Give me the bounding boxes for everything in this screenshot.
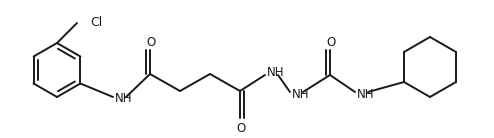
Text: O: O — [327, 35, 335, 48]
Text: Cl: Cl — [90, 15, 102, 29]
Text: NH: NH — [357, 87, 374, 100]
Text: NH: NH — [267, 66, 285, 79]
Text: O: O — [236, 121, 246, 135]
Text: NH: NH — [115, 91, 132, 104]
Text: O: O — [146, 35, 156, 48]
Text: NH: NH — [292, 87, 310, 100]
